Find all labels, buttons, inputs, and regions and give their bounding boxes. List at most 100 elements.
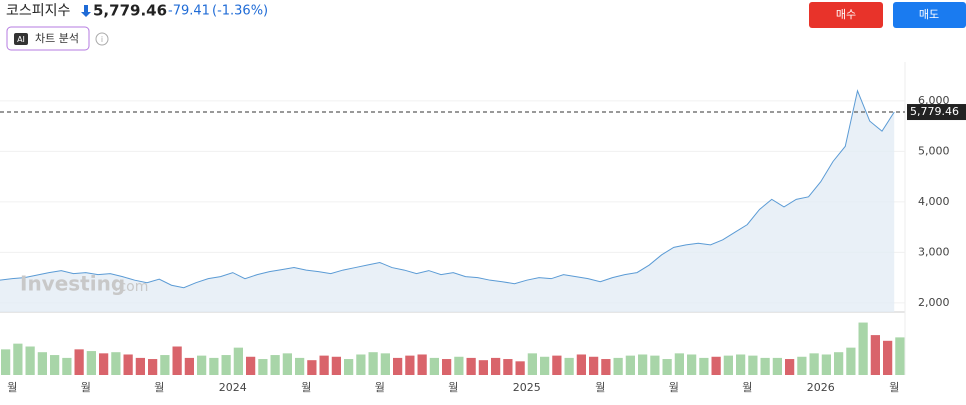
- volume-bar: [148, 359, 158, 375]
- x-tick-label: 월: [448, 381, 458, 394]
- x-tick-label: 월: [81, 381, 91, 394]
- volume-bar: [491, 357, 501, 375]
- x-tick-label: 월: [742, 381, 752, 394]
- x-tick-label: 월: [595, 381, 605, 394]
- x-tick-label: 2024: [219, 381, 247, 394]
- ai-badge-text[interactable]: AI: [17, 35, 25, 44]
- volume-bar: [687, 354, 697, 375]
- volume-bar: [123, 354, 133, 375]
- x-tick-label: 월: [7, 381, 17, 394]
- volume-bar: [699, 357, 709, 375]
- volume-bar: [821, 354, 831, 375]
- volume-bar: [270, 355, 280, 375]
- y-tick-label: 4,000: [918, 195, 950, 208]
- volume-bar: [674, 353, 684, 375]
- y-tick-label: 2,000: [918, 296, 950, 309]
- volume-bar: [834, 352, 844, 375]
- volume-bar: [417, 354, 427, 375]
- volume-bar: [25, 346, 35, 375]
- volume-bar: [13, 343, 23, 375]
- watermark: Investing: [20, 272, 125, 296]
- price: 5,779.46: [93, 2, 167, 20]
- y-tick-label: 3,000: [918, 245, 950, 258]
- index-name: 코스피지수: [6, 3, 71, 19]
- volume-bar: [37, 352, 47, 375]
- volume-bar: [246, 356, 256, 375]
- volume-bar: [209, 357, 219, 375]
- price-line: [0, 89, 895, 289]
- area: [0, 90, 895, 313]
- volume-bar: [650, 355, 660, 375]
- current-price-text: 5,779.46: [910, 105, 959, 118]
- sell-button[interactable]: [893, 2, 966, 28]
- volume-bar: [478, 360, 488, 375]
- volume-bar: [846, 347, 856, 375]
- volume-bar: [613, 357, 623, 375]
- volume-bar: [258, 359, 268, 375]
- watermark-tail: .com: [114, 279, 148, 295]
- x-tick-label: 월: [375, 381, 385, 394]
- down-arrow: [81, 5, 91, 17]
- volume-bar: [540, 356, 550, 375]
- volume-bar: [99, 353, 109, 375]
- buy-label[interactable]: 매수: [836, 8, 856, 21]
- volume-bar: [295, 357, 305, 375]
- x-tick-label: 2026: [807, 381, 835, 394]
- volume-bar: [760, 357, 770, 375]
- ai-badge[interactable]: [14, 33, 28, 45]
- volume-bar: [454, 356, 464, 375]
- volume-bar: [50, 355, 60, 375]
- volume-bar: [748, 355, 758, 375]
- volume-bar: [723, 355, 733, 375]
- sell-label[interactable]: 매도: [919, 8, 939, 21]
- volume-bar: [576, 354, 586, 375]
- y-tick-label: 6,000: [918, 94, 950, 107]
- volume-bar: [809, 353, 819, 375]
- x-tick-label: 월: [669, 381, 679, 394]
- volume-bar: [515, 361, 525, 375]
- y-tick-label: 5,000: [918, 144, 950, 157]
- volume-bar: [393, 357, 403, 375]
- volume-bar: [736, 354, 746, 375]
- volume-bar: [1, 349, 11, 375]
- info-i: i: [101, 35, 103, 44]
- volume-bar: [356, 354, 366, 375]
- current-price-tag: [907, 104, 966, 121]
- volume-bar: [405, 355, 415, 375]
- volume-bar: [184, 357, 194, 375]
- volume-bar: [662, 359, 672, 375]
- volume-bar: [772, 357, 782, 375]
- buy-button[interactable]: [809, 2, 883, 28]
- volume-bar: [221, 355, 231, 375]
- volume-bar: [429, 357, 439, 375]
- volume-bar: [344, 359, 354, 375]
- volume-bar: [527, 353, 537, 375]
- volume-bar: [319, 355, 329, 375]
- x-tick-label: 월: [154, 381, 164, 394]
- volume-bar: [62, 357, 72, 375]
- info-icon[interactable]: [95, 32, 109, 46]
- volume-bar: [552, 355, 562, 375]
- volume-bar: [601, 359, 611, 375]
- change: -79.41: [168, 4, 210, 19]
- x-tick-label: 월: [889, 381, 899, 394]
- volume-bar: [858, 322, 868, 375]
- volume-bar: [233, 347, 243, 375]
- volume-bar: [797, 356, 807, 375]
- volume-bar: [331, 356, 341, 375]
- volume-bar: [466, 357, 476, 375]
- volume-bar: [589, 356, 599, 375]
- volume-bar: [883, 340, 893, 375]
- volume-bar: [711, 356, 721, 375]
- volume-bar: [86, 351, 96, 375]
- ai-label[interactable]: 차트 분석: [35, 32, 79, 45]
- change-pct: (-1.36%): [212, 4, 268, 19]
- volume-bar: [197, 355, 207, 375]
- volume-bar: [135, 357, 145, 375]
- volume-bar: [638, 354, 648, 375]
- volume-bar: [895, 337, 905, 375]
- x-tick-label: 월: [301, 381, 311, 394]
- volume-bar: [564, 357, 574, 375]
